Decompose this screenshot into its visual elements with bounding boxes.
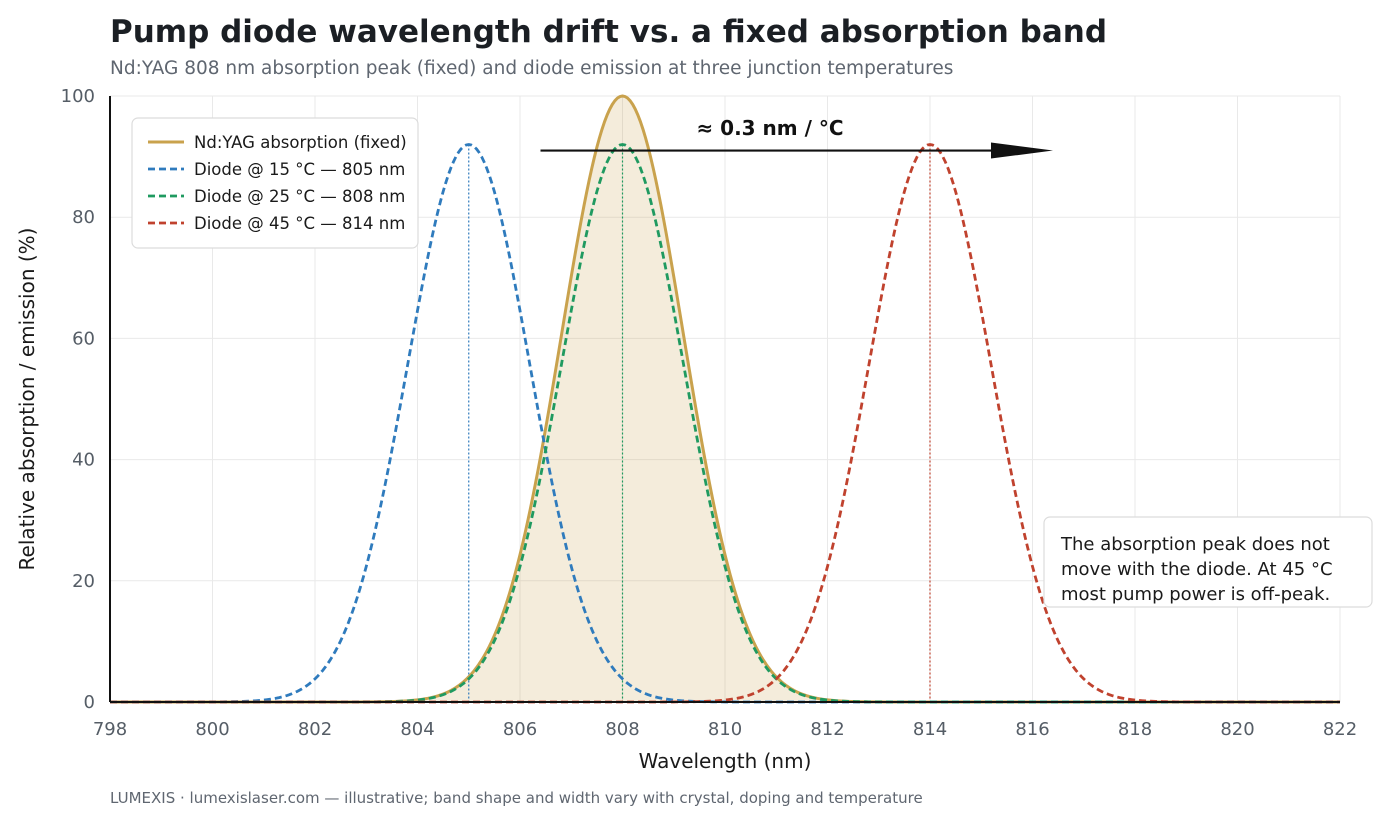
x-tick-label: 822 [1323,719,1357,740]
footer-credit: LUMEXIS · lumexislaser.com — illustrativ… [110,789,923,807]
x-tick-label: 820 [1220,719,1254,740]
y-tick-label: 40 [72,450,95,471]
chart-title: Pump diode wavelength drift vs. a fixed … [110,14,1108,50]
legend: Nd:YAG absorption (fixed) Diode @ 15 °C —… [131,117,419,249]
note-line: most pump power is off-peak. [1061,584,1330,605]
legend-label: Diode @ 15 °C — 805 nm [194,160,405,179]
legend-label: Diode @ 45 °C — 814 nm [194,214,405,233]
y-tick-label: 80 [72,207,95,228]
x-tick-label: 818 [1118,719,1152,740]
note-box-frame [1043,516,1373,608]
note-line: move with the diode. At 45 °C [1061,559,1333,580]
x-tick-label: 816 [1015,719,1049,740]
x-tick-label: 804 [400,719,434,740]
legend-label: Nd:YAG absorption (fixed) [194,133,407,152]
legend-label: Diode @ 25 °C — 808 nm [194,187,405,206]
chart-subtitle: Nd:YAG 808 nm absorption peak (fixed) an… [110,58,954,79]
arrow-head [991,142,1053,159]
x-tick-label: 814 [913,719,947,740]
y-axis-label: Relative absorption / emission (%) [15,228,39,571]
note-line: The absorption peak does not [1060,534,1330,555]
y-tick-label: 100 [61,86,95,107]
y-tick-label: 60 [72,328,95,349]
x-tick-label: 798 [93,719,127,740]
drift-arrow [540,142,1053,159]
x-tick-label: 812 [810,719,844,740]
y-tick-label: 0 [84,692,95,713]
x-tick-label: 808 [605,719,639,740]
x-tick-label: 802 [298,719,332,740]
x-tick-label: 806 [503,719,537,740]
drift-rate-label: ≈ 0.3 nm / °C [696,116,843,140]
note-box: The absorption peak does not move with th… [1043,516,1373,608]
y-tick-label: 20 [72,571,95,592]
series-fill-layer [110,96,1340,702]
legend-box [131,117,419,249]
x-axis-label: Wavelength (nm) [639,749,812,773]
x-tick-label: 810 [708,719,742,740]
x-tick-label: 800 [195,719,229,740]
axes: 798 800 802 804 806 808 810 812 814 816 818 820 822 0… [61,86,1358,740]
series-fill-area [110,96,1340,702]
